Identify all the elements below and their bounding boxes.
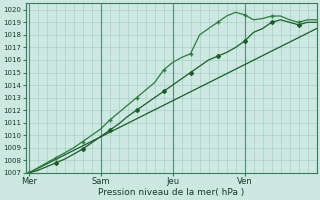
X-axis label: Pression niveau de la mer( hPa ): Pression niveau de la mer( hPa ) <box>98 188 244 197</box>
